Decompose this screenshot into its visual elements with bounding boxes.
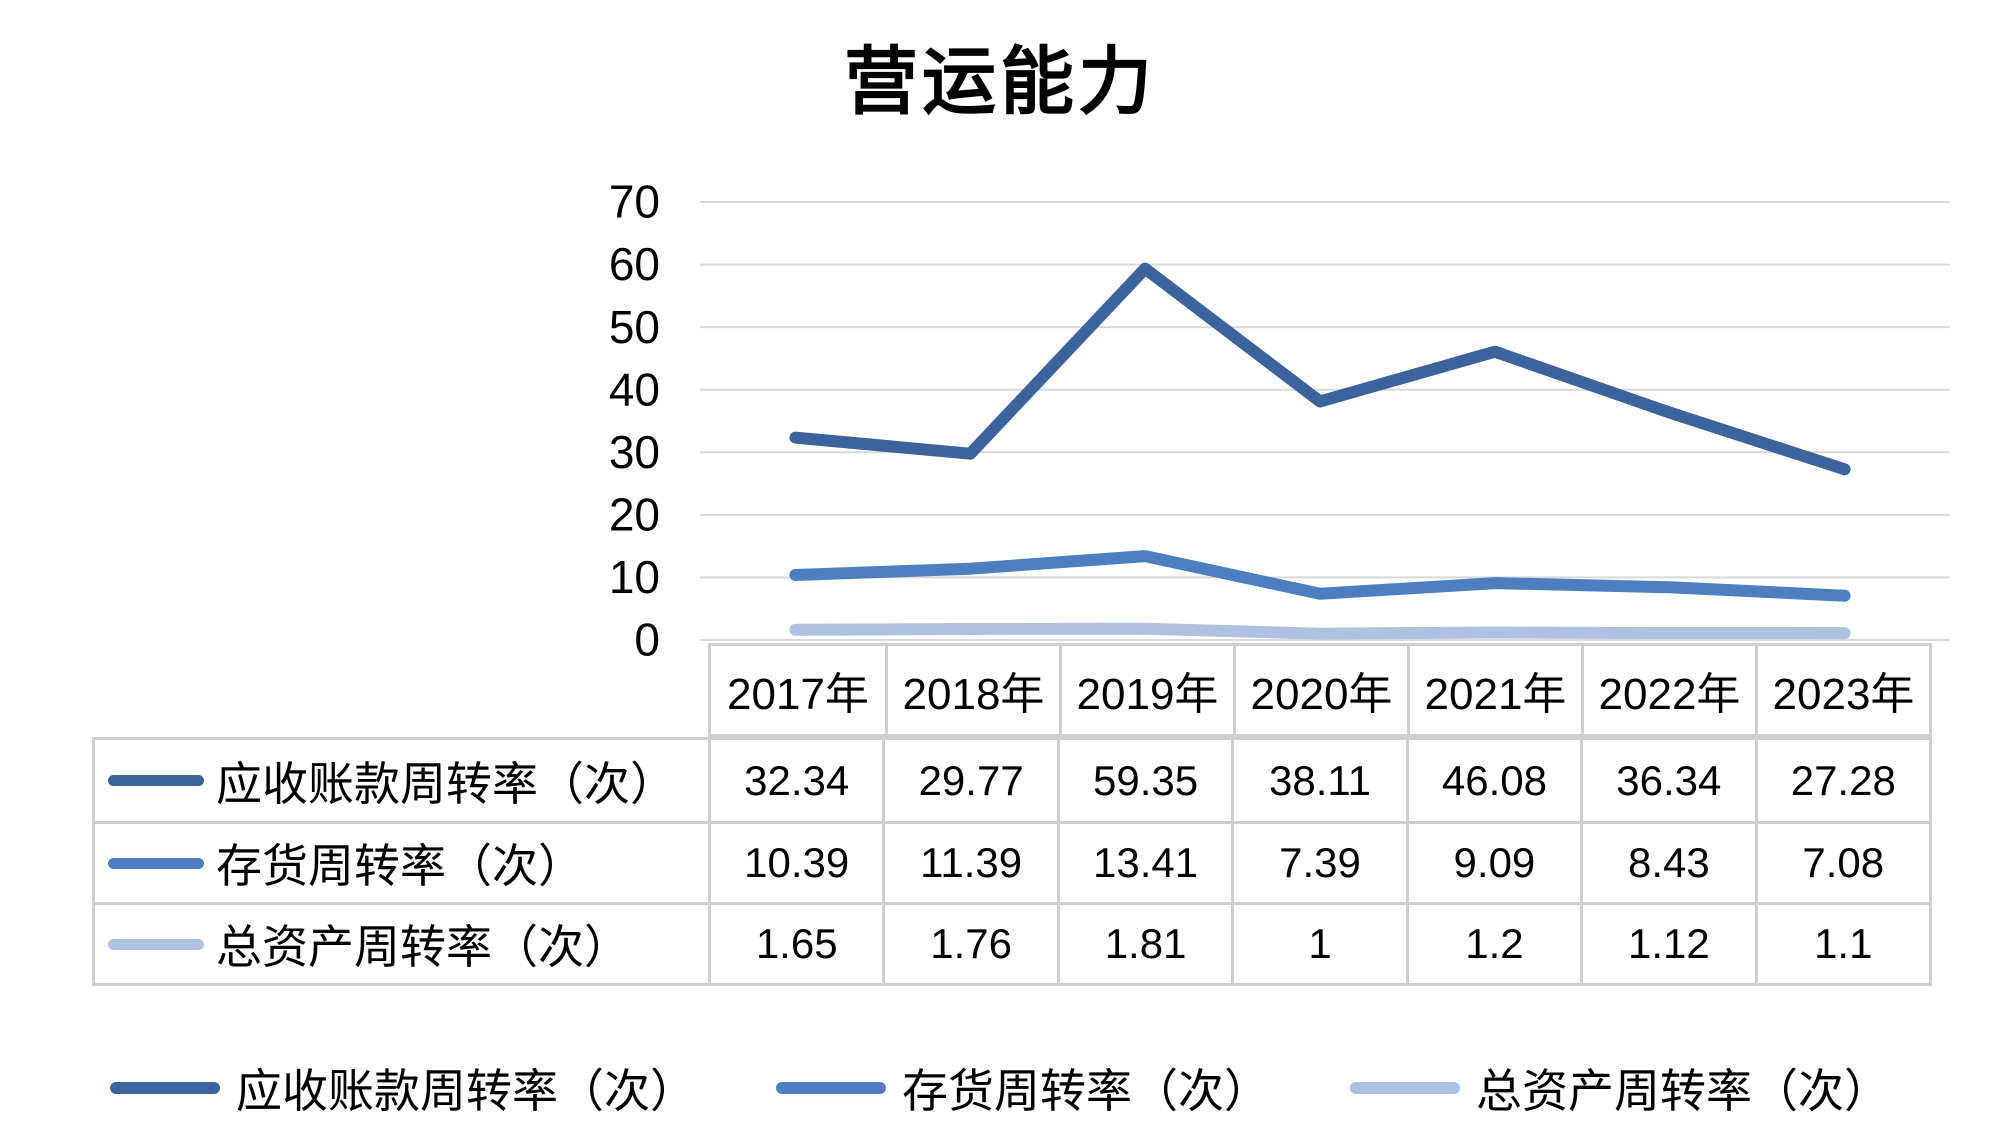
table-value-cell: 1 [1231,902,1406,983]
table-value-cell: 13.41 [1056,821,1232,902]
y-axis-tick-label: 70 [609,176,660,228]
table-value-cell: 38.11 [1231,740,1405,821]
series-name: 存货周转率（次） [216,841,584,892]
series-line-marker [108,857,204,869]
legend-label: 存货周转率（次） [902,1066,1270,1117]
series-line-0 [789,262,1851,476]
table-value-cell: 1.1 [1754,902,1929,983]
chart-legend: 应收账款周转率（次） 存货周转率（次） 总资产周转率（次） [0,1048,2000,1128]
table-value-cell: 8.43 [1580,821,1755,902]
legend-item: 存货周转率（次） [776,1055,1270,1121]
table-value-cell: 7.08 [1754,821,1929,902]
series-line-marker [108,775,204,786]
data-table-year-header-row: 2017年 2018年 2019年 2020年 2021年 2022年 2023年 [708,643,1932,737]
series-label-cell: 总资产周转率（次） [95,902,708,983]
series-name: 总资产周转率（次） [216,922,630,973]
legend-item: 应收账款周转率（次） [110,1055,696,1121]
series-label-cell: 应收账款周转率（次） [95,740,708,821]
table-value-cell: 59.35 [1056,740,1231,821]
y-axis-tick-label: 50 [609,301,660,353]
series-line-2 [789,622,1851,640]
legend-line-marker [1350,1082,1460,1094]
table-value-cell: 1.65 [708,902,883,983]
year-header-cell: 2019年 [1059,646,1233,734]
y-axis-tick-label: 40 [609,363,660,415]
year-header-cell: 2021年 [1407,646,1581,734]
table-value-cell: 32.34 [708,740,882,821]
table-value-cell: 1.12 [1580,902,1755,983]
table-value-cell: 11.39 [882,821,1057,902]
data-table-body: 应收账款周转率（次） 32.34 29.77 59.35 38.11 46.08 36.34… [92,737,1932,986]
chart-title: 营运能力 [844,42,1156,124]
legend-label: 应收账款周转率（次） [236,1066,696,1117]
y-axis-tick-label: 0 [634,614,660,666]
y-axis-tick-label: 10 [609,551,660,603]
series-line-marker [108,938,204,950]
legend-line-marker [776,1082,886,1094]
year-header-cell: 2017年 [727,670,869,719]
legend-label: 总资产周转率（次） [1476,1066,1890,1117]
table-value-cell: 1.2 [1405,902,1581,983]
table-value-cell: 7.39 [1231,821,1406,902]
y-axis-tick-label: 20 [609,488,660,540]
year-header-cell: 2022年 [1581,646,1755,734]
table-value-cell: 9.09 [1405,821,1581,902]
table-value-cell: 36.34 [1580,740,1754,821]
table-value-cell: 29.77 [882,740,1056,821]
series-line-1 [789,550,1851,602]
table-value-cell: 27.28 [1754,740,1929,821]
series-name: 应收账款周转率（次） [216,758,676,810]
y-axis-tick-label: 60 [609,238,660,290]
table-value-cell: 46.08 [1405,740,1580,821]
year-header-cell: 2020年 [1233,646,1407,734]
table-value-cell: 1.81 [1056,902,1232,983]
year-header-cell: 2018年 [885,646,1059,734]
series-label-cell: 存货周转率（次） [95,821,708,902]
legend-line-marker [110,1082,220,1094]
legend-item: 总资产周转率（次） [1350,1055,1890,1121]
y-axis-tick-label: 30 [609,426,660,478]
year-header-cell: 2023年 [1755,646,1929,734]
table-value-cell: 10.39 [708,821,883,902]
table-value-cell: 1.76 [882,902,1057,983]
